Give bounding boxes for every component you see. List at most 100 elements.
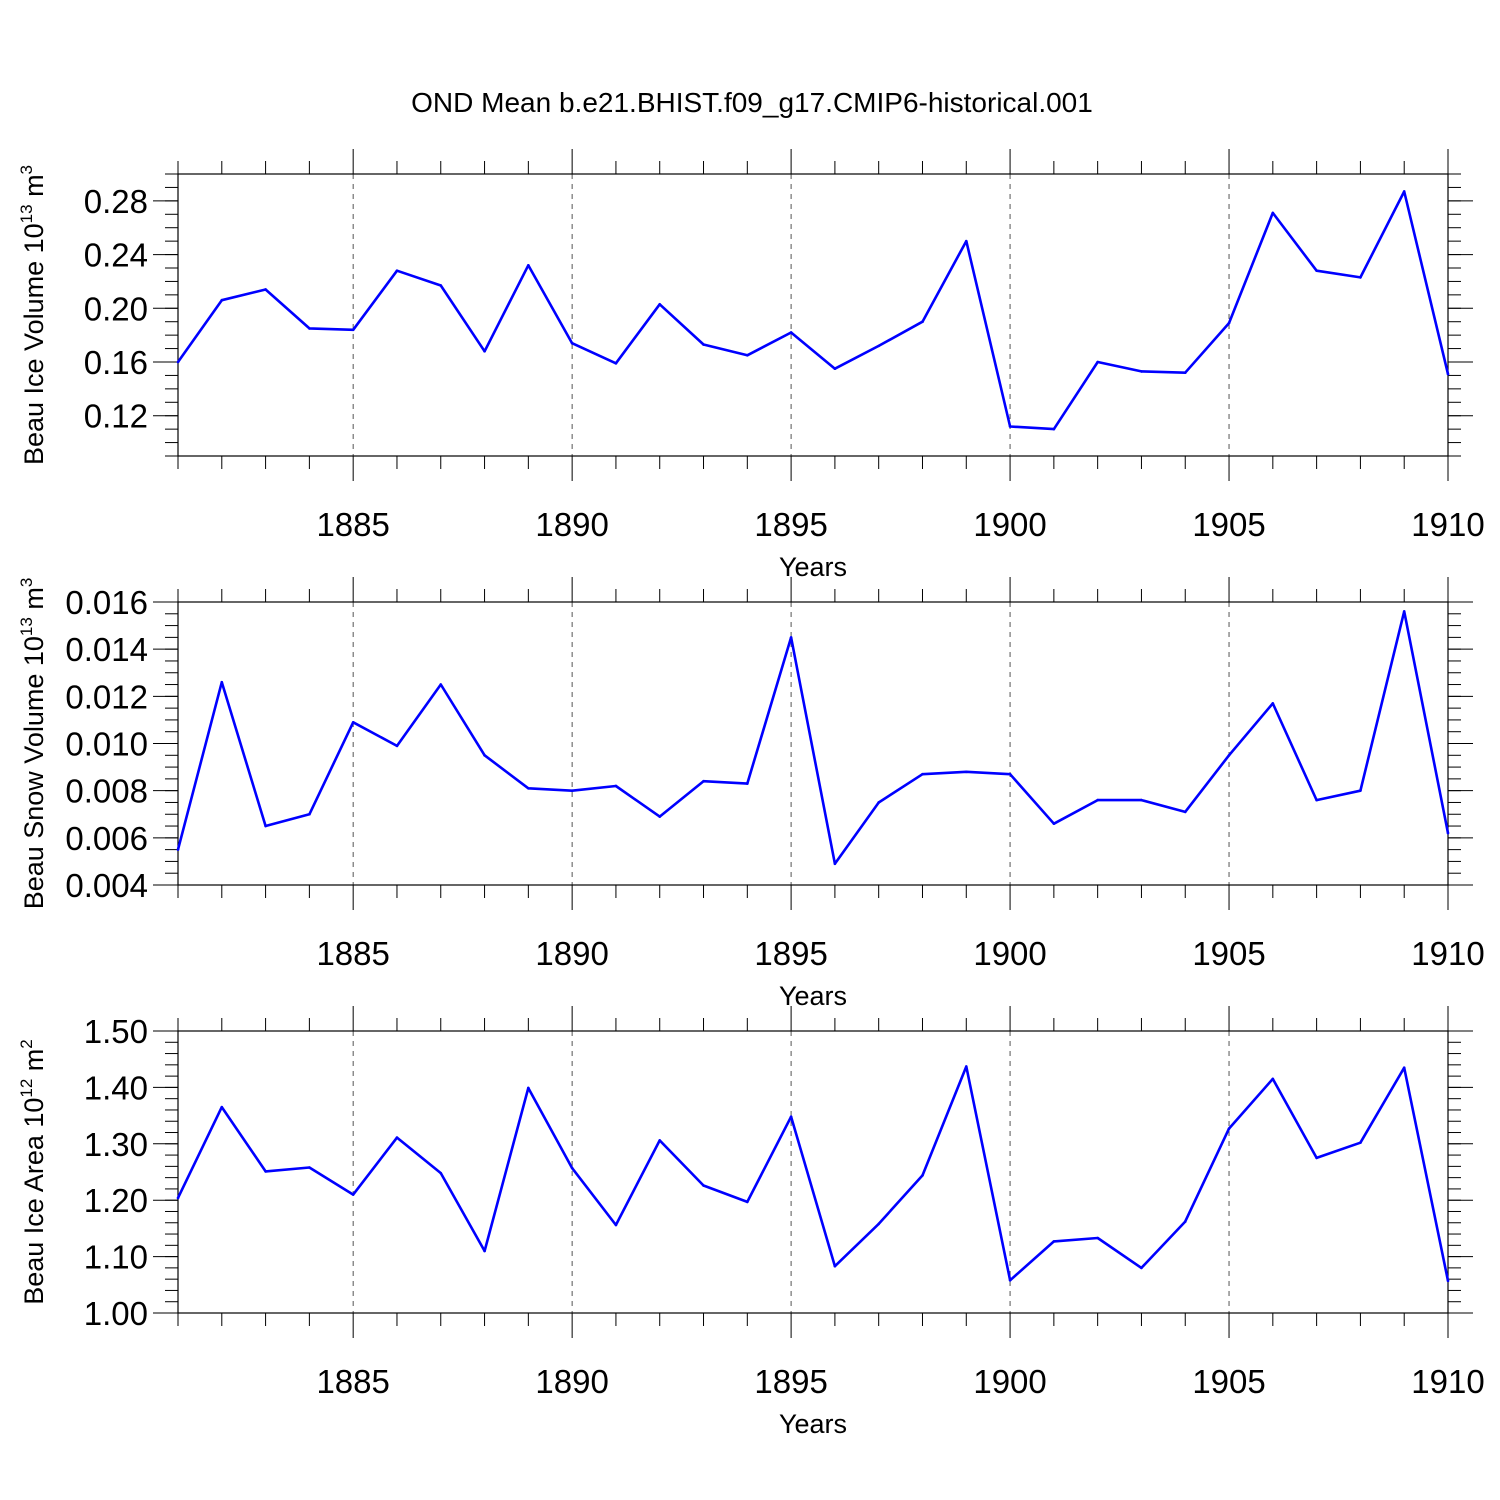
data-point	[789, 331, 793, 334]
data-point	[702, 343, 705, 346]
data-point	[702, 1184, 705, 1187]
data-point	[746, 353, 749, 357]
data-point	[1096, 798, 1099, 802]
plot-frame	[177, 601, 1449, 886]
data-point	[921, 772, 924, 776]
data-point	[308, 327, 311, 330]
data-point	[1359, 1141, 1362, 1144]
y-tick-label: 0.12	[84, 398, 148, 435]
panel-3: 1.00 1.10 1.20 1.30 1.40 1.50 1885 1890 1895 1900…	[17, 1006, 1485, 1439]
x-tick-label: 1885	[316, 935, 389, 972]
data-point	[264, 824, 267, 828]
data-point	[1315, 798, 1318, 802]
y-tick-label: 1.10	[84, 1239, 148, 1276]
data-point	[964, 239, 968, 243]
data-point	[1359, 789, 1362, 792]
data-point	[527, 264, 530, 267]
figure-title: OND Mean b.e21.BHIST.f09_g17.CMIP6-histo…	[411, 87, 1093, 118]
data-point	[264, 1170, 267, 1173]
data-point	[1227, 1127, 1231, 1130]
data-point	[1227, 753, 1231, 757]
data-point	[877, 801, 880, 804]
x-tick-label: 1890	[535, 1363, 608, 1400]
y-tick-label: 0.016	[65, 584, 148, 621]
data-point	[1315, 1156, 1318, 1160]
data-point	[1052, 427, 1056, 431]
panel-1: 0.12 0.16 0.20 0.24 0.28 1885 1890 1895 1900 1905…	[17, 149, 1485, 582]
y-tick-label: 1.00	[84, 1295, 148, 1332]
data-point	[1315, 269, 1318, 272]
data-point	[570, 1166, 574, 1170]
data-point	[351, 720, 355, 724]
data-point	[1096, 360, 1099, 364]
panel-2: 0.004 0.006 0.008 0.010 0.012 0.014 0.016 1885 1…	[17, 577, 1485, 1011]
data-point	[1446, 831, 1450, 835]
data-point	[1008, 1278, 1012, 1282]
data-point	[220, 298, 224, 302]
data-point	[658, 302, 662, 306]
x-tick-label: 1900	[973, 506, 1046, 543]
x-tick-label: 1890	[535, 935, 608, 972]
y-tick-label: 1.40	[84, 1069, 148, 1106]
data-point	[746, 1200, 749, 1204]
x-axis-label: Years	[779, 981, 847, 1011]
data-point	[483, 753, 486, 757]
y-tick-label: 0.16	[84, 344, 148, 381]
x-tick-label: 1885	[316, 1363, 389, 1400]
y-tick-label: 0.28	[84, 183, 148, 220]
data-point	[483, 1249, 486, 1253]
data-point	[570, 341, 574, 345]
y-tick-label: 1.20	[84, 1182, 148, 1219]
x-tick-label: 1895	[754, 506, 827, 543]
x-axis-label: Years	[779, 1409, 847, 1439]
data-point	[527, 787, 530, 790]
data-point	[921, 320, 924, 324]
data-point	[395, 1136, 399, 1139]
data-point	[877, 1222, 880, 1226]
x-tick-label: 1890	[535, 506, 608, 543]
x-axis-label: Years	[779, 552, 847, 582]
data-point	[395, 269, 399, 272]
data-point	[395, 744, 399, 748]
y-tick-label: 0.20	[84, 290, 148, 327]
x-tick-label: 1885	[316, 506, 389, 543]
data-point	[1008, 425, 1012, 428]
data-point	[833, 367, 837, 371]
data-point	[351, 1193, 355, 1196]
y-tick-label: 0.24	[84, 237, 148, 274]
data-point	[614, 362, 618, 365]
y-tick-label: 1.30	[84, 1126, 148, 1163]
data-point	[1183, 1220, 1187, 1223]
data-point	[614, 1223, 618, 1227]
data-point	[1008, 772, 1012, 776]
data-point	[1096, 1236, 1099, 1240]
x-tick-label: 1900	[973, 935, 1046, 972]
series-line	[176, 1065, 1450, 1282]
y-tick-label: 0.006	[65, 820, 148, 857]
data-point	[658, 815, 662, 818]
data-point	[1140, 1266, 1143, 1270]
data-point	[1271, 1077, 1275, 1081]
data-point	[833, 862, 837, 866]
data-point	[351, 328, 355, 332]
plot-frame	[177, 1030, 1449, 1314]
series-line	[176, 190, 1450, 431]
y-tick-label: 0.008	[65, 773, 148, 810]
data-point	[1402, 1066, 1406, 1069]
data-point	[1446, 372, 1450, 376]
y-tick-label: 0.004	[65, 867, 148, 904]
data-point	[921, 1174, 924, 1177]
data-point	[1227, 321, 1231, 325]
data-point	[789, 1115, 793, 1119]
data-point	[1271, 211, 1275, 215]
data-point	[833, 1264, 837, 1268]
data-point	[746, 782, 749, 785]
data-point	[1140, 370, 1143, 373]
data-point	[1402, 610, 1406, 613]
data-point	[1446, 1279, 1450, 1283]
x-tick-label: 1905	[1192, 1363, 1265, 1400]
data-point	[1402, 190, 1406, 193]
x-tick-label: 1905	[1192, 506, 1265, 543]
data-point	[1140, 798, 1143, 802]
data-point	[176, 848, 180, 851]
